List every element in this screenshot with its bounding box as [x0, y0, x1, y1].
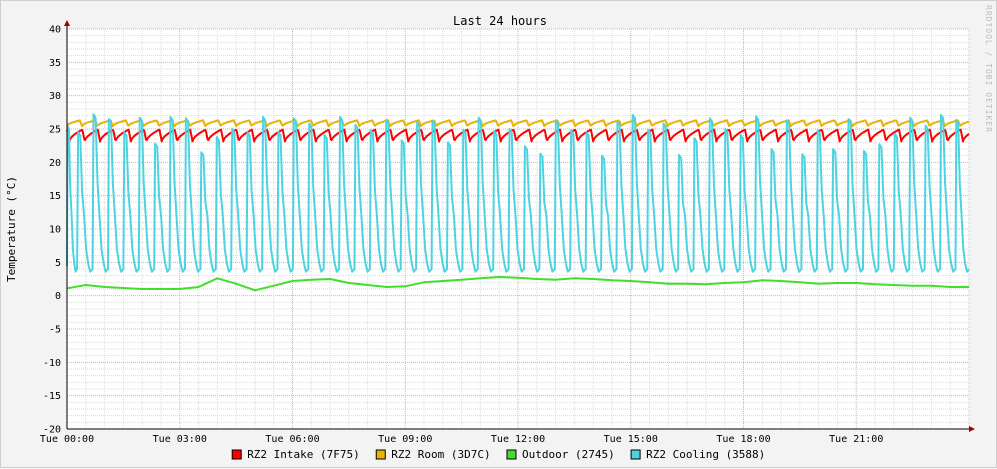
y-tick-label: -5: [49, 325, 61, 336]
y-tick-label: 0: [55, 291, 61, 302]
x-tick-labels: Tue 00:00 Tue 03:00 Tue 06:00 Tue 09:00 Tue …: [40, 434, 883, 445]
x-tick-label: Tue 15:00: [604, 434, 658, 445]
y-axis-arrow-icon: [64, 20, 70, 26]
series-line-4: [66, 113, 970, 273]
series-line-3: [66, 276, 969, 292]
series-layer: [66, 113, 970, 292]
x-tick-label: Tue 18:00: [716, 434, 770, 445]
y-tick-label: -20: [43, 425, 61, 436]
x-tick-label: Tue 21:00: [829, 434, 883, 445]
legend: RZ2 Intake (7F75) RZ2 Room (3D7C) Outdoor …: [231, 448, 765, 461]
legend-swatch: [506, 449, 517, 460]
y-tick-label: -15: [43, 391, 61, 402]
x-tick-label: Tue 09:00: [378, 434, 432, 445]
y-tick-label: 40: [49, 25, 61, 36]
x-tick-label: Tue 12:00: [491, 434, 545, 445]
watermark: RRDTOOL / TOBI OETIKER: [984, 5, 993, 133]
legend-swatch: [375, 449, 386, 460]
y-tick-label: 10: [49, 225, 61, 236]
y-tick-label: -10: [43, 358, 61, 369]
legend-label: RZ2 Intake (7F75): [247, 448, 360, 461]
x-tick-label: Tue 00:00: [40, 434, 94, 445]
x-axis-arrow-icon: [969, 426, 975, 432]
y-tick-label: 15: [49, 191, 61, 202]
legend-swatch: [630, 449, 641, 460]
axes: [64, 20, 975, 432]
y-tick-label: 20: [49, 158, 61, 169]
x-tick-label: Tue 03:00: [153, 434, 207, 445]
y-tick-label: 35: [49, 58, 61, 69]
x-tick-label: Tue 06:00: [265, 434, 319, 445]
y-tick-label: 25: [49, 125, 61, 136]
chart-title: Last 24 hours: [453, 14, 547, 28]
legend-label: Outdoor (2745): [522, 448, 615, 461]
series-line-2: [66, 119, 970, 128]
legend-label: RZ2 Cooling (3588): [646, 448, 765, 461]
y-tick-labels: 40 35 30 25 20 15 10 5 0 -5 -10 -15 -20: [43, 25, 61, 436]
y-tick-label: 30: [49, 91, 61, 102]
y-axis-label: Temperature (°C): [5, 176, 18, 282]
y-tick-label: 5: [55, 258, 61, 269]
legend-swatch: [231, 449, 242, 460]
legend-label: RZ2 Room (3D7C): [391, 448, 490, 461]
